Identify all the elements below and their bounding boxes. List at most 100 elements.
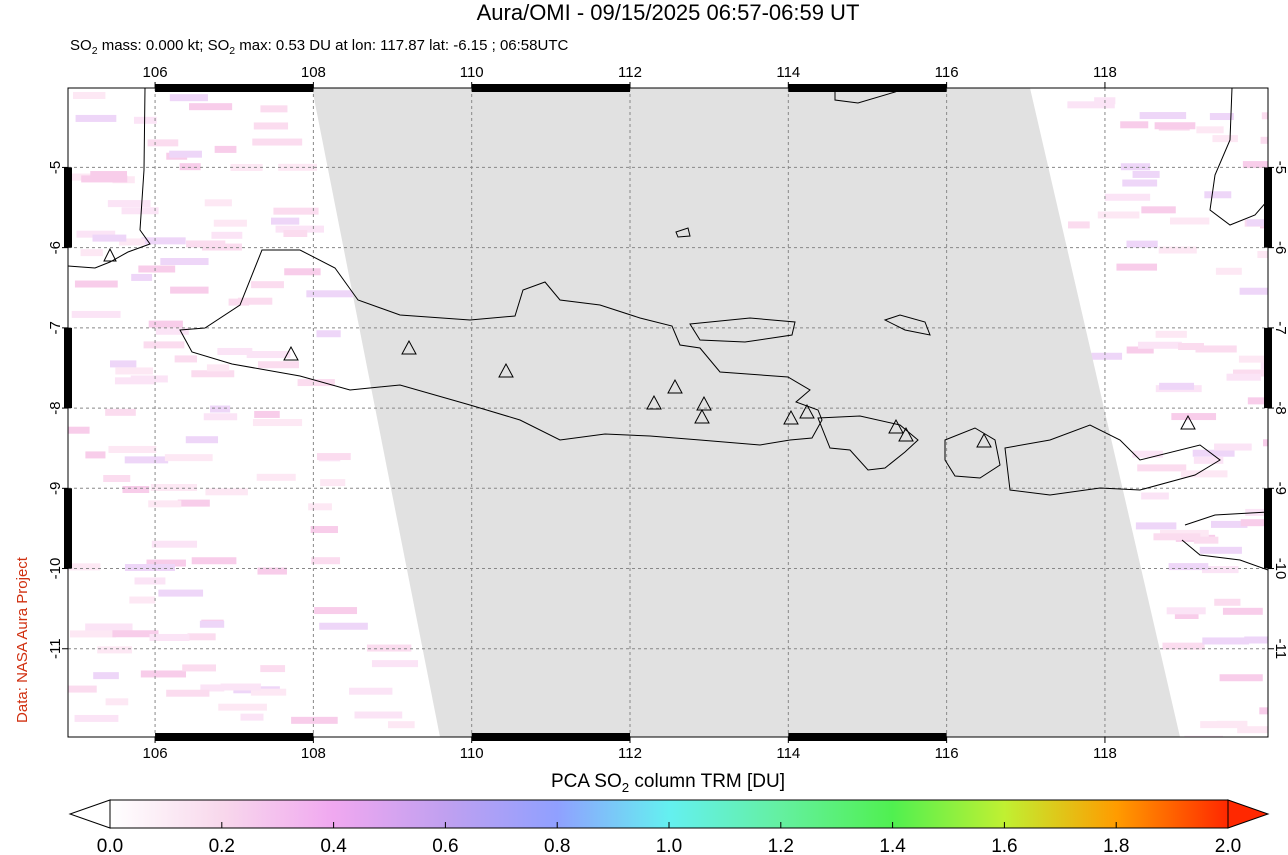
noise-pixel	[1246, 219, 1268, 227]
subtitle: SO2 mass: 0.000 kt; SO2 max: 0.53 DU at …	[70, 37, 568, 57]
colorbar-label-text: PCA SO	[551, 771, 622, 792]
noise-pixel	[1104, 193, 1151, 201]
axes: 106 106 108 108 110 110 112 112 114 114 116 116 118 1…	[47, 64, 1288, 762]
noise-pixel	[203, 413, 238, 421]
noise-pixel	[158, 589, 204, 597]
pixel-noise	[68, 91, 1268, 737]
noise-pixel	[1169, 217, 1210, 225]
noise-pixel	[257, 361, 299, 369]
x-tick-label: 106	[143, 745, 168, 762]
x-tick-label: 118	[1093, 64, 1117, 81]
colorbar-tick-label: 0.6	[432, 836, 458, 855]
colorbar-tick-label: 1.4	[879, 836, 906, 855]
noise-pixel	[97, 646, 133, 654]
colorbar: PCA SO2 column TRM [DU] 0.0 0.2 0.4 0.6 0.8 1…	[68, 771, 1270, 855]
noise-pixel	[1199, 546, 1242, 554]
noise-pixel	[174, 355, 198, 363]
noise-pixel	[186, 240, 226, 248]
volcano-markers	[103, 247, 1196, 448]
noise-pixel	[257, 567, 287, 575]
noise-pixel	[1132, 450, 1163, 458]
y-tick-label: -7	[47, 321, 64, 334]
noise-pixel	[189, 103, 233, 111]
noise-pixel	[1097, 211, 1140, 219]
noise-pixel	[1180, 470, 1228, 478]
noise-pixel	[1193, 456, 1224, 464]
noise-pixel	[133, 116, 157, 124]
y-tick-label: -6	[1272, 241, 1288, 254]
noise-pixel	[284, 268, 321, 276]
noise-pixel	[1132, 170, 1160, 178]
noise-pixel	[90, 171, 128, 179]
x-tick-label: 118	[1093, 745, 1117, 762]
noise-pixel	[169, 94, 208, 102]
noise-pixel	[93, 672, 119, 680]
noise-pixel	[252, 419, 303, 427]
noise-pixel	[134, 577, 166, 585]
y-tick-label: -10	[47, 558, 64, 580]
noise-pixel	[237, 297, 273, 305]
noise-pixel	[1239, 287, 1268, 295]
volcanoes	[103, 247, 1196, 448]
border-segment	[64, 488, 72, 569]
noise-pixel	[1154, 122, 1196, 130]
noise-pixel	[105, 408, 136, 416]
y-tick-label: -8	[47, 401, 64, 414]
noise-pixel	[204, 199, 232, 207]
noise-pixel	[122, 486, 150, 494]
noise-pixel	[1204, 191, 1232, 199]
noise-pixel	[1222, 607, 1263, 615]
noise-pixel	[170, 286, 209, 294]
noise-pixel	[1138, 341, 1182, 349]
colorbar-tick-label: 1.6	[991, 836, 1017, 855]
noise-pixel	[1122, 179, 1158, 187]
x-tick-label: 112	[618, 64, 642, 81]
noise-pixel	[74, 280, 118, 288]
colorbar-tick-label: 0.4	[320, 836, 347, 855]
y-tick-label: -6	[47, 241, 64, 254]
noise-pixel	[1168, 563, 1209, 571]
noise-pixel	[1219, 674, 1263, 682]
colorbar-label: PCA SO2 column TRM [DU]	[551, 771, 785, 795]
noise-pixel	[129, 596, 156, 604]
border-segment	[155, 84, 314, 92]
noise-pixel	[68, 563, 101, 571]
coastline	[68, 88, 151, 269]
noise-pixel	[72, 91, 106, 99]
y-tick-label: -5	[1272, 161, 1288, 174]
noise-pixel	[200, 684, 225, 692]
y-tick-label: -7	[1272, 321, 1288, 334]
border-segment	[1264, 167, 1272, 248]
border-segment	[64, 167, 72, 248]
noise-pixel	[143, 341, 185, 349]
noise-pixel	[1238, 355, 1268, 363]
colorbar-tick-label: 0.2	[209, 836, 235, 855]
noise-pixel	[1263, 439, 1268, 447]
noise-pixel	[140, 670, 187, 678]
coastline	[944, 427, 1001, 479]
noise-pixel	[85, 451, 106, 459]
map-frame	[67, 87, 1269, 738]
noise-pixel	[291, 716, 338, 724]
noise-pixel	[179, 163, 201, 171]
colorbar-over	[1227, 799, 1270, 829]
noise-pixel	[388, 721, 415, 729]
noise-pixel	[1212, 135, 1238, 143]
x-tick-label: 116	[935, 64, 959, 81]
colorbar-label-text: column TRM [DU]	[629, 771, 785, 792]
noise-pixel	[146, 559, 186, 567]
noise-pixel	[316, 453, 351, 461]
colorbar-tick-label: 1.2	[768, 836, 794, 855]
subtitle-text: SO	[70, 37, 92, 54]
noise-pixel	[150, 483, 198, 491]
noise-pixel	[260, 665, 286, 673]
grid	[68, 88, 1268, 737]
noise-pixel	[205, 488, 248, 496]
noise-pixel	[138, 265, 176, 273]
noise-pixel	[151, 540, 198, 548]
noise-pixel	[1184, 735, 1224, 737]
x-tick-label: 114	[776, 745, 800, 762]
noise-pixel	[124, 456, 169, 464]
x-tick-label: 112	[618, 745, 642, 762]
noise-pixel	[230, 163, 263, 171]
